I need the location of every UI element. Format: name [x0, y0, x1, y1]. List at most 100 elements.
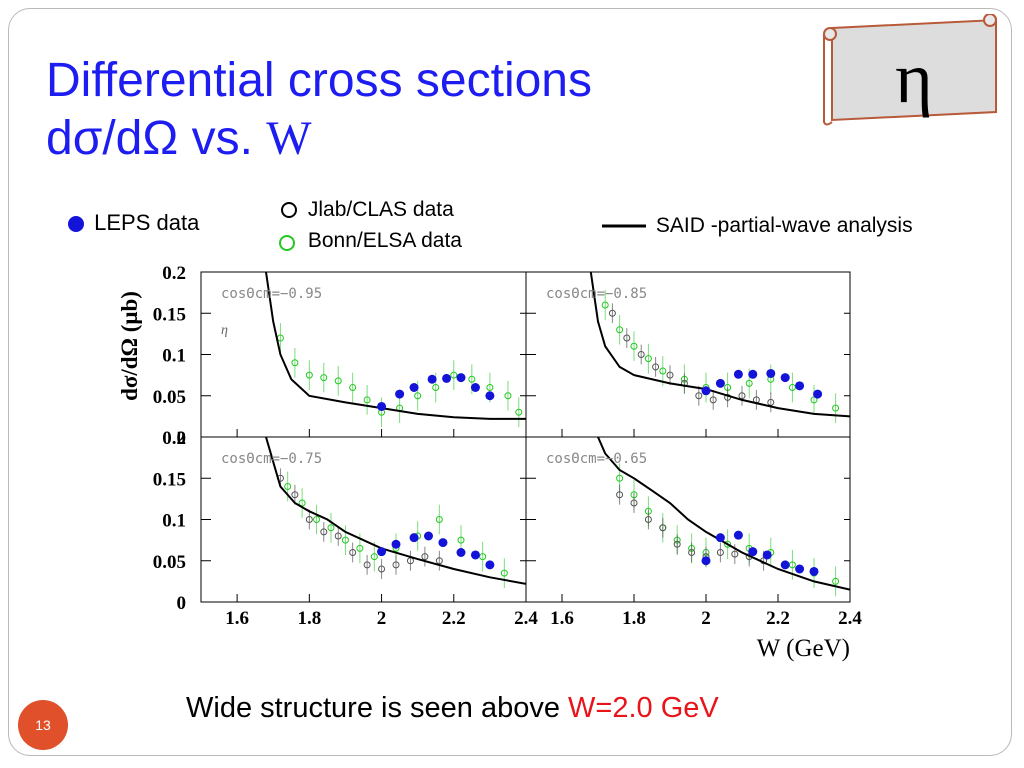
panel-1: cosΘcm=−0.95 η — [200, 271, 527, 438]
elsa-point — [644, 355, 652, 363]
y-tick-label: 0.2 — [162, 263, 186, 284]
elsa-point — [479, 553, 487, 561]
elsa-point — [370, 553, 378, 561]
elsa-point — [432, 384, 440, 391]
elsa-point — [334, 377, 342, 385]
clas-point — [320, 528, 328, 536]
elsa-point — [298, 499, 306, 507]
panel-annotation: cosΘcm=−0.75 — [221, 451, 322, 467]
clas-point — [688, 549, 696, 556]
panel-plot-area — [597, 437, 850, 597]
elsa-point — [832, 404, 840, 412]
slide-title: Differential cross sections dσ/dΩ vs. W — [46, 52, 592, 168]
slide-frame — [8, 8, 1012, 756]
leps-point — [470, 383, 480, 392]
elsa-point — [601, 301, 609, 309]
leps-point — [456, 548, 466, 557]
line-icon — [602, 224, 646, 228]
x-tick-label: 1.8 — [622, 608, 646, 629]
title-line2-a: dσ/dΩ vs. — [46, 112, 253, 165]
elsa-point — [349, 384, 357, 391]
clas-point — [695, 392, 703, 400]
elsa-point — [313, 516, 321, 523]
leps-point — [766, 368, 776, 378]
clas-point — [392, 561, 400, 569]
leps-point — [748, 369, 758, 379]
elsa-point — [659, 367, 667, 375]
filled-circle-icon — [68, 216, 84, 233]
elsa-point — [450, 371, 458, 379]
clas-point — [378, 565, 386, 573]
x-tick-label: 2 — [377, 608, 387, 629]
x-tick-label: 2.2 — [766, 608, 790, 629]
leps-point — [715, 533, 725, 543]
leps-point — [377, 401, 387, 411]
panel-3: cosΘcm=−0.75 — [200, 436, 527, 603]
leps-point — [733, 369, 743, 379]
elsa-point — [320, 374, 328, 382]
leps-point — [395, 389, 405, 399]
clas-point — [767, 398, 775, 406]
said-curve — [589, 272, 850, 418]
panel-annotation: cosΘcm=−0.65 — [546, 451, 647, 467]
leps-point — [715, 378, 725, 388]
leps-point — [485, 391, 495, 401]
y-tick-label: 0.15 — [153, 304, 186, 325]
y-tick-label: 0.1 — [162, 346, 186, 367]
y-tick-label: 0.05 — [153, 552, 186, 573]
clas-point — [731, 550, 739, 558]
clas-point — [630, 499, 638, 507]
slide-caption: Wide structure is seen above W=2.0 GeV — [186, 692, 719, 725]
elsa-point — [616, 474, 624, 482]
panel-plot-area — [589, 272, 850, 423]
legend-said-label: SAID -partial-wave analysis — [655, 214, 913, 237]
elsa-point — [341, 536, 349, 544]
x-tick-label: 1.8 — [297, 608, 321, 629]
said-curve — [597, 437, 850, 591]
elsa-point — [457, 536, 465, 544]
page-number-badge: 13 — [18, 700, 68, 750]
leps-point — [733, 530, 743, 540]
clas-point — [421, 553, 429, 561]
leps-point — [795, 564, 805, 574]
elsa-point — [363, 396, 371, 404]
legend-said: SAID -partial-wave analysis — [600, 214, 913, 238]
elsa-point — [356, 544, 364, 552]
elsa-point — [504, 392, 512, 400]
leps-point — [809, 566, 819, 576]
title-line2-b: W — [266, 112, 312, 165]
elsa-point — [291, 359, 299, 367]
elsa-point — [788, 384, 796, 391]
panel-eta-label: η — [221, 323, 228, 338]
elsa-point — [284, 483, 292, 490]
elsa-point — [435, 516, 443, 523]
clas-point — [623, 334, 631, 342]
x-tick-label: 1.6 — [550, 608, 574, 629]
title-line1: Differential cross sections — [46, 54, 592, 107]
legend-leps-label: LEPS data — [94, 210, 200, 235]
panel-4: cosΘcm=−0.65 — [525, 436, 851, 603]
leps-point — [409, 383, 419, 392]
clas-point — [666, 371, 674, 379]
elsa-point — [414, 392, 422, 400]
clas-point — [659, 524, 667, 532]
y-tick-label: 0 — [177, 593, 187, 614]
y-tick-label: 0.05 — [153, 387, 186, 408]
clas-point — [637, 351, 645, 358]
clas-point — [363, 561, 371, 569]
leps-point — [409, 533, 419, 543]
legend-elsa-label: Bonn/ELSA data — [307, 229, 462, 252]
open-green-circle-icon — [279, 235, 295, 252]
x-axis-label: W (GeV) — [757, 635, 850, 662]
leps-point — [485, 560, 495, 570]
y-tick-label: 0.1 — [162, 511, 186, 532]
elsa-point — [832, 577, 840, 585]
legend-clas: Jlab/CLAS data — [280, 198, 454, 222]
clas-point — [291, 491, 299, 499]
leps-point — [813, 389, 823, 399]
y-tick-label: 0.15 — [153, 469, 186, 490]
elsa-point — [616, 326, 624, 334]
clas-point — [334, 532, 342, 540]
legend-leps: LEPS data — [66, 210, 199, 236]
